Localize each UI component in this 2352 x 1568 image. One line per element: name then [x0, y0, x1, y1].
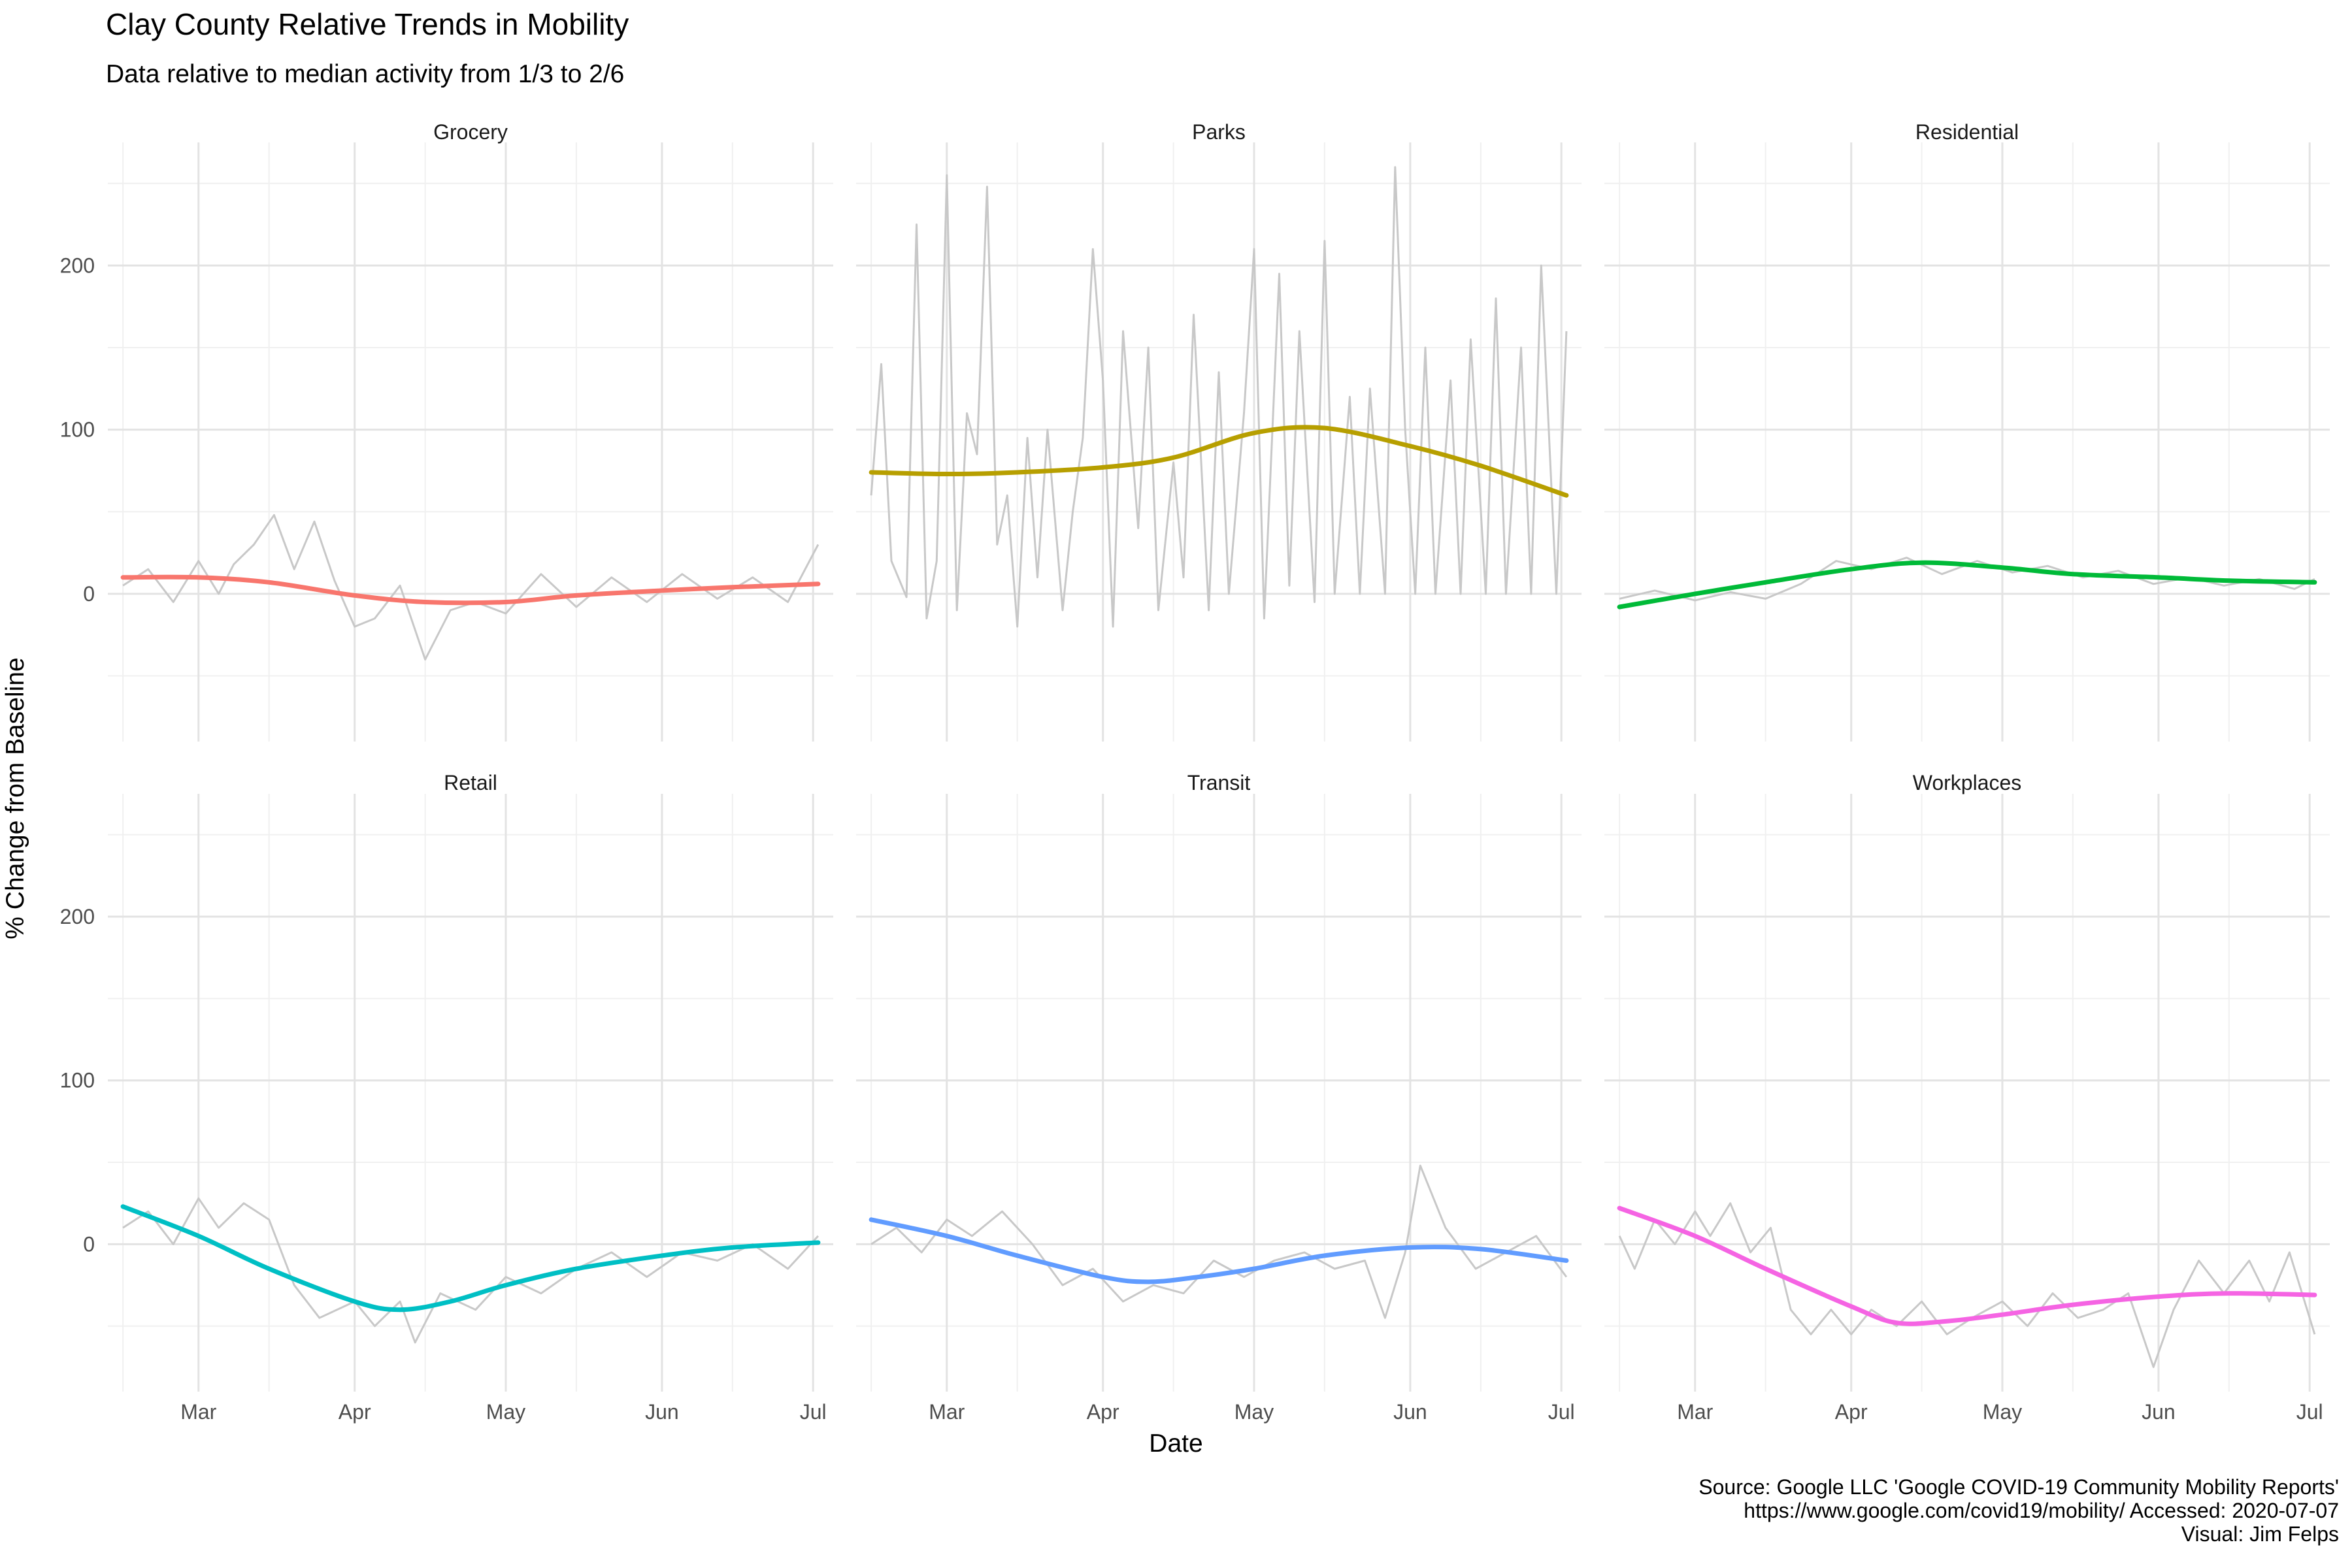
y-tick-label: 0	[83, 1232, 95, 1256]
x-tick-label: Jun	[2142, 1400, 2176, 1424]
raw-line-parks	[870, 166, 1568, 628]
trend-line-workplaces	[1617, 1205, 2317, 1326]
x-tick-label: Jul	[1548, 1400, 1575, 1424]
x-tick-label: Jul	[800, 1400, 827, 1424]
x-tick-label: Mar	[1677, 1400, 1713, 1424]
trend-line-residential	[1617, 560, 2317, 610]
x-tick-label: Jun	[1393, 1400, 1427, 1424]
x-tick-label: May	[486, 1400, 525, 1424]
trend-line-transit	[869, 1217, 1569, 1284]
x-tick-label: Apr	[339, 1400, 371, 1424]
facet-label-grocery: Grocery	[433, 120, 508, 144]
trend-line-parks	[869, 425, 1569, 498]
y-tick-label: 100	[60, 418, 95, 442]
y-tick-label: 0	[83, 582, 95, 606]
raw-line-retail	[122, 1197, 820, 1344]
y-tick-label: 200	[60, 253, 95, 277]
x-tick-label: Mar	[929, 1400, 965, 1424]
x-tick-label: Jul	[2296, 1400, 2323, 1424]
raw-line-transit	[870, 1164, 1568, 1319]
x-axis-label: Date	[1149, 1429, 1203, 1458]
x-tick-label: May	[1234, 1400, 1274, 1424]
y-tick-label: 200	[60, 905, 95, 928]
caption-line-3: Visual: Jim Felps	[2181, 1522, 2339, 1546]
x-tick-label: Apr	[1835, 1400, 1868, 1424]
trend-line-retail	[120, 1204, 821, 1313]
facet-label-residential: Residential	[1915, 120, 2019, 144]
facet-label-retail: Retail	[444, 771, 497, 794]
x-tick-label: Apr	[1087, 1400, 1119, 1424]
raw-line-residential	[1619, 557, 2315, 602]
raw-line-workplaces	[1618, 1202, 2316, 1368]
chart-subtitle: Data relative to median activity from 1/…	[106, 60, 625, 88]
trend-line-grocery	[120, 574, 821, 606]
y-tick-label: 100	[60, 1069, 95, 1092]
facet-label-transit: Transit	[1187, 771, 1251, 794]
x-tick-label: Mar	[180, 1400, 216, 1424]
caption-line-1: Source: Google LLC 'Google COVID-19 Comm…	[1698, 1475, 2339, 1499]
source-caption: Source: Google LLC 'Google COVID-19 Comm…	[1698, 1475, 2339, 1546]
caption-line-2: https://www.google.com/covid19/mobility/…	[1744, 1499, 2339, 1522]
y-axis-label: % Change from Baseline	[1, 657, 29, 939]
x-tick-label: May	[1983, 1400, 2022, 1424]
raw-line-grocery	[122, 514, 820, 661]
chart-title: Clay County Relative Trends in Mobility	[106, 7, 629, 41]
facet-label-workplaces: Workplaces	[1912, 771, 2022, 794]
facet-label-parks: Parks	[1192, 120, 1246, 144]
x-tick-label: Jun	[645, 1400, 679, 1424]
